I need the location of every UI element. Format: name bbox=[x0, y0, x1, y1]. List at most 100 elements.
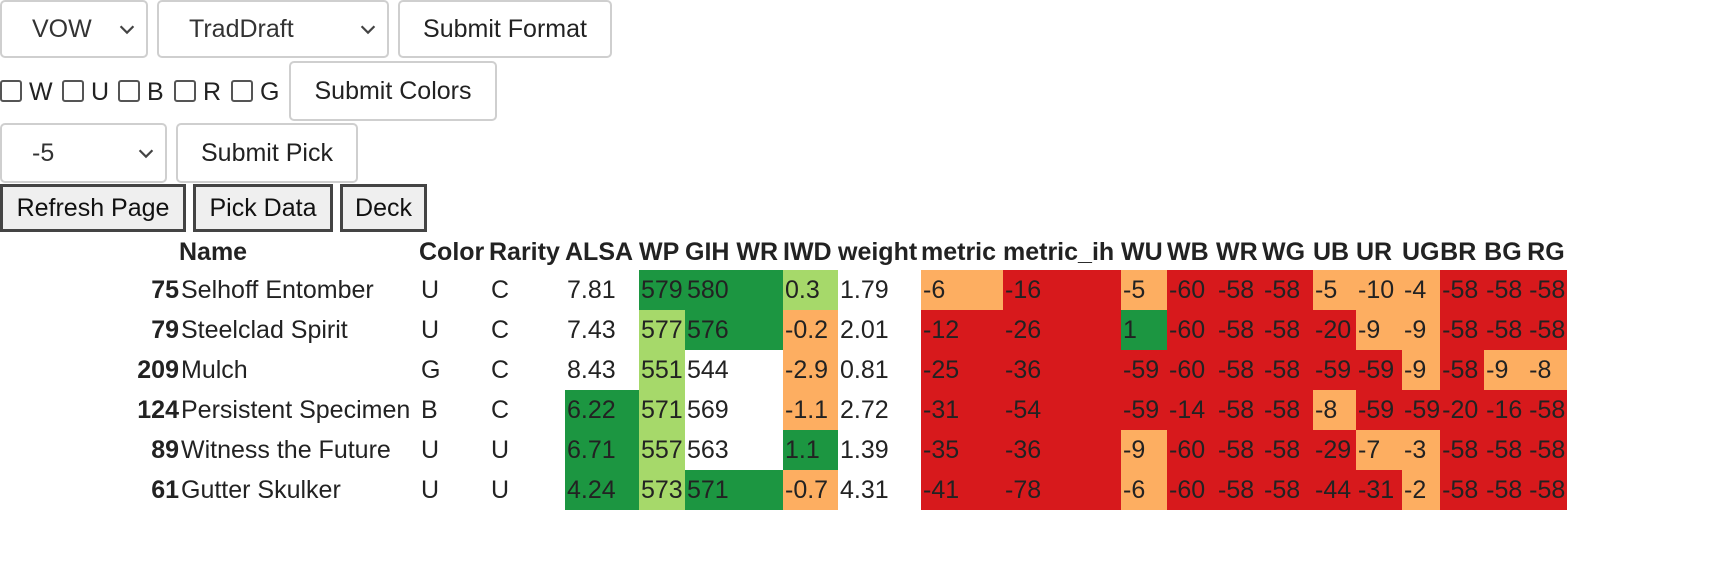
cell-wb: -60 bbox=[1167, 470, 1216, 510]
cell-iwd: -0.2 bbox=[783, 310, 838, 350]
color-checkbox-u[interactable] bbox=[62, 80, 84, 102]
cell-wb: -60 bbox=[1167, 310, 1216, 350]
cell-ug: -59 bbox=[1402, 390, 1441, 430]
cell-wg: -58 bbox=[1262, 350, 1313, 390]
cell-rg: -8 bbox=[1527, 350, 1568, 390]
cell-alsa: 7.81 bbox=[567, 275, 616, 304]
color-checkbox-b[interactable] bbox=[118, 80, 140, 102]
cell-metric-ih: -26 bbox=[1003, 310, 1121, 350]
cell-rg: -58 bbox=[1527, 470, 1568, 510]
cell-ur: -31 bbox=[1356, 470, 1402, 510]
color-label-r: R bbox=[203, 78, 222, 106]
cell-weight: 2.72 bbox=[840, 395, 889, 424]
refresh-page-button[interactable]: Refresh Page bbox=[0, 184, 186, 232]
table-row: 61 Gutter Skulker U U 4.24 573 571 -0.7 4.31 -41-… bbox=[0, 470, 1568, 510]
draft-type-select-value: TradDraft bbox=[189, 14, 294, 43]
table-row: 124 Persistent Specimen B C 6.22 571 569 -1.1 2.… bbox=[0, 390, 1568, 430]
cell-ur: -10 bbox=[1356, 270, 1402, 310]
cell-idx: 89 bbox=[151, 435, 179, 464]
format-select[interactable]: VOW bbox=[0, 0, 148, 58]
cell-ur: -59 bbox=[1356, 350, 1402, 390]
cell-wg: -58 bbox=[1262, 310, 1313, 350]
cell-wr: -58 bbox=[1216, 390, 1262, 430]
draft-type-select[interactable]: TradDraft bbox=[157, 0, 389, 58]
submit-pick-button[interactable]: Submit Pick bbox=[176, 123, 358, 183]
cell-color: U bbox=[421, 275, 440, 304]
cell-wb: -60 bbox=[1167, 430, 1216, 470]
cell-gih: 571 bbox=[685, 470, 783, 510]
cell-rg: -58 bbox=[1527, 390, 1568, 430]
cell-metric-ih: -16 bbox=[1003, 270, 1121, 310]
cell-idx: 124 bbox=[137, 395, 179, 424]
cell-wr: -58 bbox=[1216, 470, 1262, 510]
cell-rarity: U bbox=[491, 475, 510, 504]
color-label-u: U bbox=[91, 78, 110, 106]
pick-select[interactable]: -5 bbox=[0, 123, 167, 183]
cell-wg: -58 bbox=[1262, 390, 1313, 430]
pick-data-button[interactable]: Pick Data bbox=[193, 184, 333, 232]
format-select-value: VOW bbox=[32, 14, 92, 43]
submit-format-button[interactable]: Submit Format bbox=[398, 0, 612, 58]
table-row: 79 Steelclad Spirit U C 7.43 577 576 -0.2 2.01 -1… bbox=[0, 310, 1568, 350]
color-label-g: G bbox=[260, 78, 280, 106]
cell-bg: -58 bbox=[1484, 430, 1528, 470]
cell-ub: -29 bbox=[1313, 430, 1356, 470]
cell-wb: -60 bbox=[1167, 350, 1216, 390]
cell-alsa: 6.71 bbox=[565, 430, 639, 470]
cell-wb: -14 bbox=[1167, 390, 1216, 430]
color-checkbox-w[interactable] bbox=[0, 80, 22, 102]
column-header-metric: metric bbox=[921, 237, 997, 266]
column-header-name: Name bbox=[179, 237, 248, 266]
cell-rg: -58 bbox=[1527, 310, 1568, 350]
cell-wp: 551 bbox=[639, 350, 685, 390]
cell-wr: -58 bbox=[1216, 310, 1262, 350]
cell-bg: -16 bbox=[1484, 390, 1528, 430]
deck-button[interactable]: Deck bbox=[340, 184, 427, 232]
chevron-down-icon bbox=[119, 25, 135, 35]
cell-wg: -58 bbox=[1262, 270, 1313, 310]
column-header-color: Color bbox=[419, 237, 485, 266]
cell-iwd: -1.1 bbox=[783, 390, 838, 430]
color-checkbox-r[interactable] bbox=[174, 80, 196, 102]
cell-color: U bbox=[421, 475, 440, 504]
cell-iwd: 0.3 bbox=[783, 270, 838, 310]
cell-metric: -12 bbox=[921, 310, 1003, 350]
cell-color: U bbox=[421, 435, 440, 464]
cell-br: -58 bbox=[1440, 270, 1485, 310]
cell-metric: -35 bbox=[921, 430, 1003, 470]
cell-br: -58 bbox=[1440, 430, 1485, 470]
cell-ug: -9 bbox=[1402, 350, 1441, 390]
cell-name: Persistent Specimen bbox=[181, 395, 411, 424]
cell-br: -20 bbox=[1440, 390, 1485, 430]
column-header-weight: weight bbox=[838, 237, 918, 266]
color-checkbox-g[interactable] bbox=[231, 80, 253, 102]
cell-wu: 1 bbox=[1121, 310, 1167, 350]
cell-metric: -25 bbox=[921, 350, 1003, 390]
cell-gih: 544 bbox=[687, 355, 729, 384]
cell-rarity: C bbox=[491, 395, 510, 424]
column-header-gih-wr: GIH WR bbox=[685, 237, 779, 266]
cell-gih: 563 bbox=[687, 435, 729, 464]
pick-select-value: -5 bbox=[32, 138, 55, 167]
cell-alsa: 6.22 bbox=[565, 390, 639, 430]
cell-color: B bbox=[421, 395, 438, 424]
submit-colors-button[interactable]: Submit Colors bbox=[289, 61, 497, 121]
card-stats-table: Name Color Rarity ALSA WP GIH WR IWD weight metr… bbox=[0, 234, 1568, 510]
column-header-rg: RG bbox=[1527, 237, 1565, 266]
chevron-down-icon bbox=[138, 149, 154, 159]
cell-weight: 4.31 bbox=[840, 475, 889, 504]
cell-ug: -9 bbox=[1402, 310, 1441, 350]
cell-wp: 573 bbox=[639, 470, 685, 510]
cell-alsa: 7.43 bbox=[567, 315, 616, 344]
cell-color: U bbox=[421, 315, 440, 344]
cell-weight: 1.39 bbox=[840, 435, 889, 464]
cell-wp: 557 bbox=[639, 430, 685, 470]
column-header-ug: UG bbox=[1402, 237, 1440, 266]
column-header-wg: WG bbox=[1262, 237, 1306, 266]
cell-weight: 1.79 bbox=[840, 275, 889, 304]
cell-metric-ih: -54 bbox=[1003, 390, 1121, 430]
cell-wr: -58 bbox=[1216, 270, 1262, 310]
cell-rg: -58 bbox=[1527, 430, 1568, 470]
table-row: 209 Mulch G C 8.43 551 544 -2.9 0.81 -25 -36 -59 -60… bbox=[0, 350, 1568, 390]
cell-metric: -6 bbox=[921, 270, 1003, 310]
